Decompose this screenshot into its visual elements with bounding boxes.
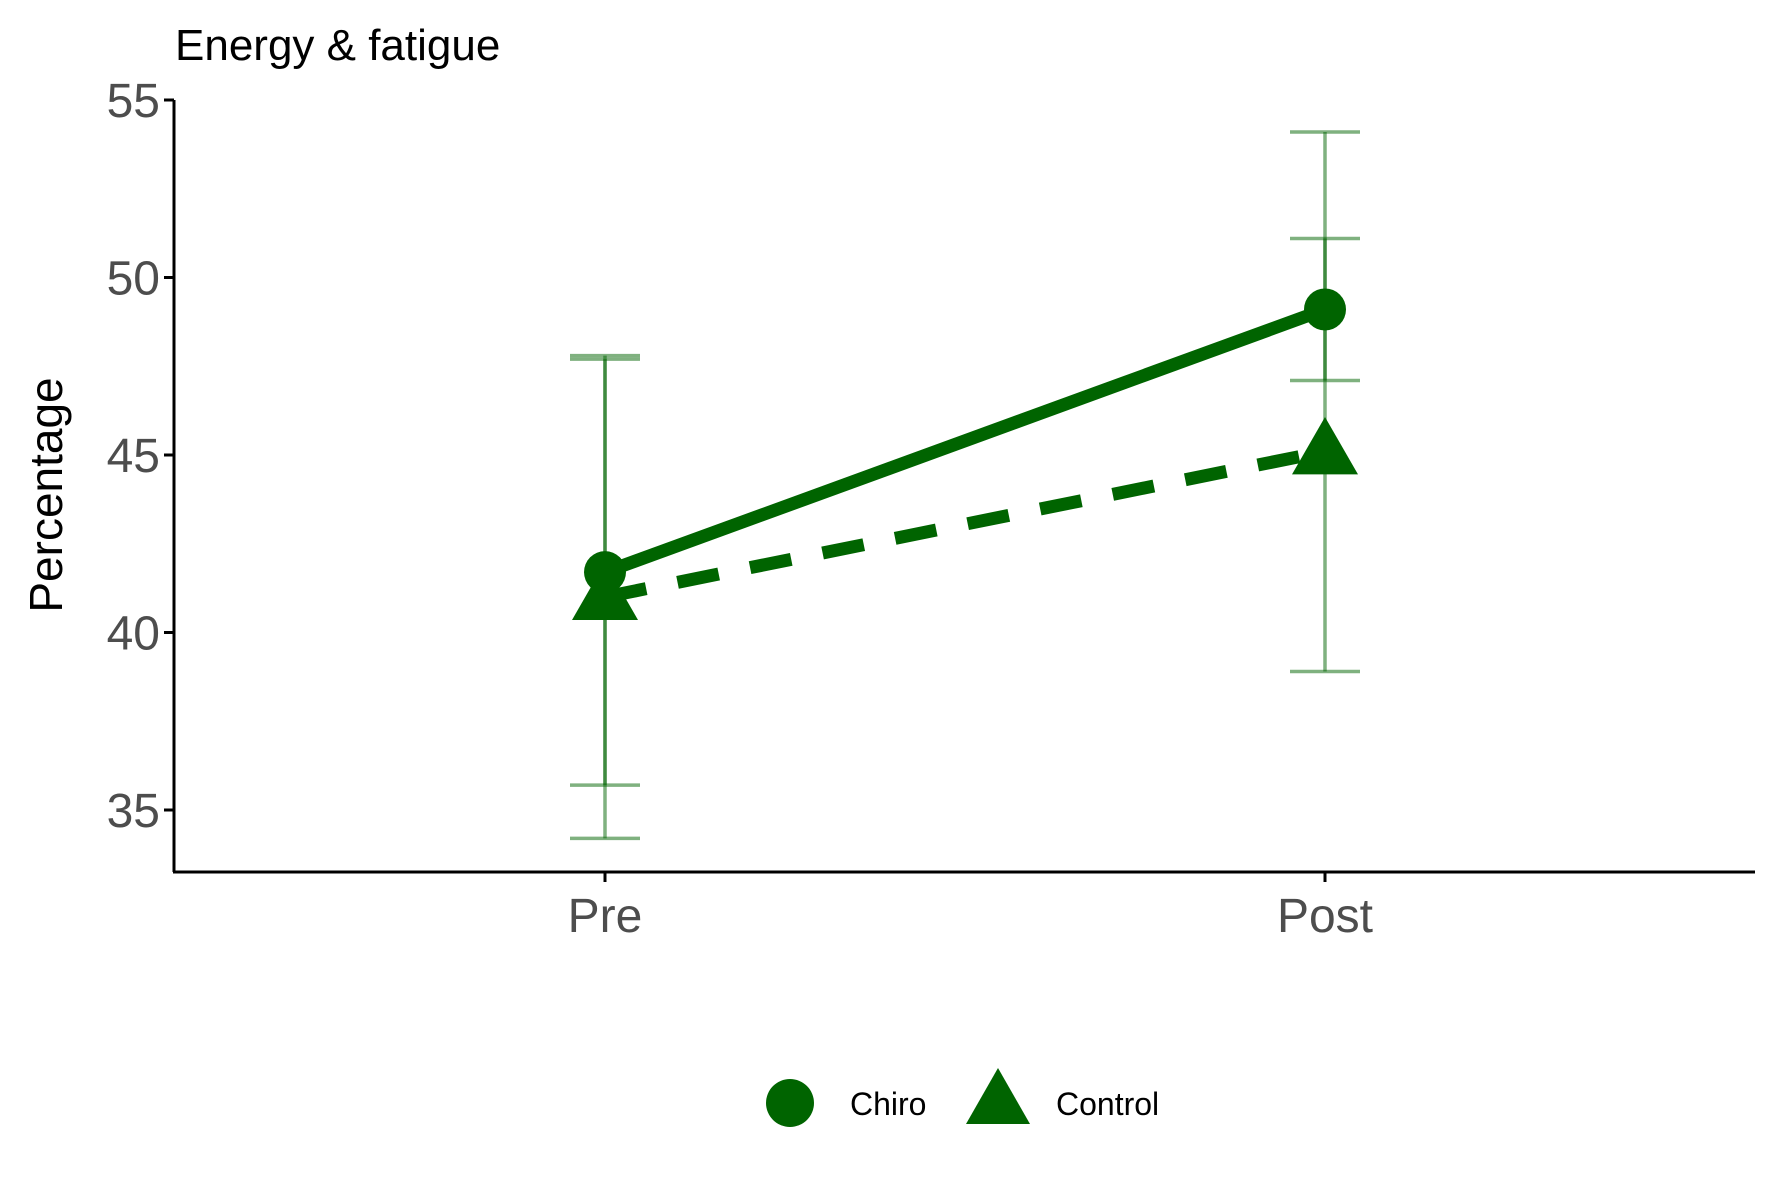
legend-circle-icon: [766, 1079, 814, 1127]
axes: 35 40 45 50 55 Pre Post: [107, 75, 1755, 943]
y-tick-label: 55: [107, 75, 160, 128]
y-axis-title: Percentage: [20, 377, 72, 612]
series-line-chiro: [602, 303, 1328, 579]
data-point-control: [1292, 416, 1358, 475]
data-point-control: [572, 562, 638, 620]
chart-title: Energy & fatigue: [175, 21, 500, 70]
x-tick-label: Pre: [568, 890, 643, 943]
x-tick-label: Post: [1277, 890, 1373, 943]
series-lines: [602, 303, 1328, 604]
y-tick-label: 35: [107, 785, 160, 838]
data-points: [572, 288, 1358, 620]
y-tick-label: 45: [107, 430, 160, 483]
y-tick-label: 40: [107, 608, 160, 661]
data-point-chiro: [1304, 288, 1346, 331]
y-tick-label: 50: [107, 253, 160, 306]
series-line-control: [603, 445, 1327, 604]
legend-label-control: Control: [1056, 1086, 1159, 1122]
legend: Chiro Control: [766, 1068, 1159, 1127]
legend-label-chiro: Chiro: [850, 1086, 926, 1122]
error-bars: [570, 130, 1360, 841]
legend-triangle-icon: [966, 1068, 1030, 1124]
